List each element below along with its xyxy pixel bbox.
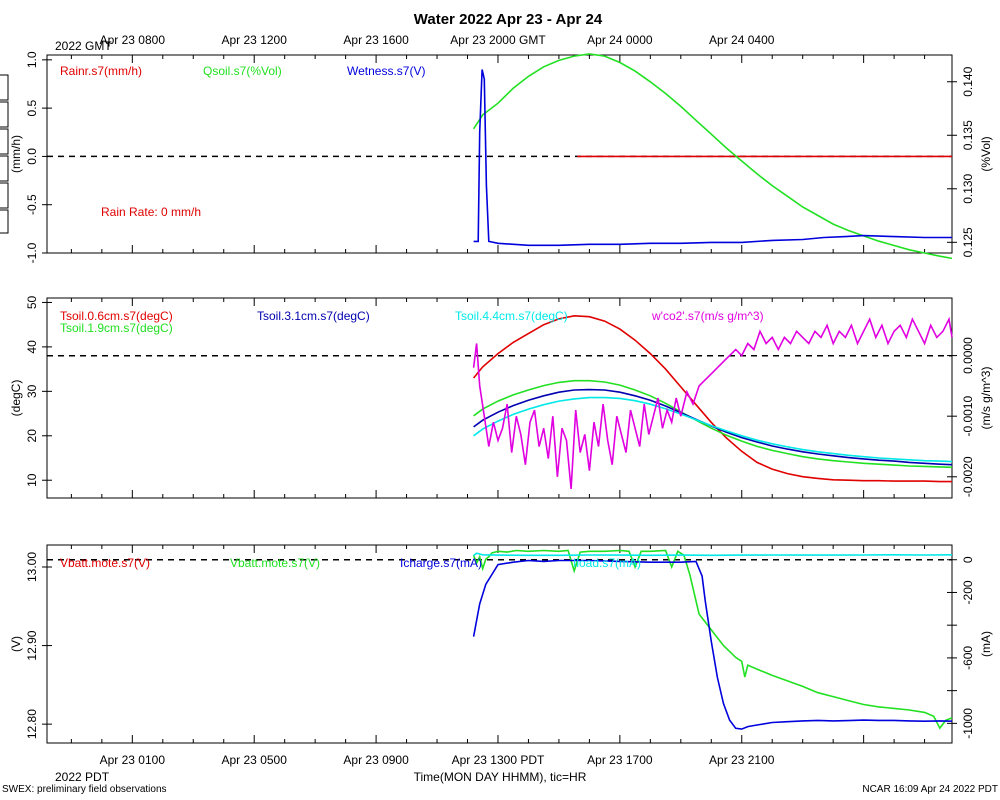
y-right-axis-label: (mA) <box>979 631 993 657</box>
legend-entry: Icharge.s7(mA) <box>400 556 482 570</box>
series-line-1-3 <box>473 69 952 247</box>
y-right-tick-label: 0.125 <box>961 227 975 257</box>
y-right-tick-label: 0 <box>961 556 975 563</box>
legend-entry: Tsoil.4.4cm.s7(degC) <box>455 309 568 323</box>
y-left-tick-label: -0.5 <box>25 194 39 215</box>
y-right-tick-label: -0.0010 <box>961 396 975 437</box>
series-line-2-1 <box>472 314 952 483</box>
pdt-tick-label: Apr 23 0500 <box>222 753 288 767</box>
y-left-axis-label: (mm/h) <box>9 135 23 173</box>
y-right-tick-label: 0.135 <box>961 120 975 150</box>
gmt-tick-label: Apr 23 0800 <box>100 33 166 47</box>
side-bracket <box>0 101 9 128</box>
plot-frame <box>46 544 953 744</box>
series-line-2-5 <box>472 316 953 489</box>
legend-entry: Wetness.s7(V) <box>347 64 425 78</box>
gmt-tick-label: Apr 24 0000 <box>587 33 653 47</box>
pdt-tick-label: Apr 23 0900 <box>343 753 409 767</box>
gmt-tick-label: Apr 23 2000 GMT <box>450 33 546 47</box>
footer-left: SWEX: preliminary field observations <box>2 784 167 795</box>
panel-2: 50 40 30 20 10 0.0000 -0.0010 -0.0020 (degC) (m/s… <box>9 295 993 499</box>
side-bracket <box>0 128 9 155</box>
legend-entry: Rainr.s7(mm/h) <box>60 64 142 78</box>
rain-rate-annotation: Rain Rate: 0 mm/h <box>101 205 201 219</box>
series-line-1-2 <box>472 53 953 260</box>
side-bracket <box>0 209 9 234</box>
legend-entry: Tsoil.0.6cm.s7(degC) <box>60 309 173 323</box>
plot-frame <box>46 297 953 499</box>
side-bracket <box>0 155 9 182</box>
series-line-2-2 <box>473 379 953 469</box>
gmt-tick-label: Apr 24 0400 <box>709 33 775 47</box>
y-left-tick-label: 40 <box>25 340 39 354</box>
y-right-tick-label: 0.140 <box>961 66 975 96</box>
series-line-2-4 <box>473 396 953 463</box>
y-right-axis-label: (m/s g/m^3) <box>979 367 993 430</box>
legend-entry: Iload.s7(mA) <box>573 556 641 570</box>
pdt-date-label: 2022 PDT <box>55 770 110 784</box>
panel-1: 1.0 0.5 0.0 -0.5 -1.0 0.140 0.135 0.130 0.125 (mm… <box>9 33 993 263</box>
y-right-tick-label: -200 <box>961 580 975 604</box>
y-left-tick-label: 1.0 <box>25 51 39 68</box>
pdt-tick-label: Apr 23 0100 <box>100 753 166 767</box>
side-bracket <box>0 182 9 209</box>
gmt-date-label: 2022 GMT <box>55 39 112 53</box>
legend-entry: w'co2'.s7(m/s g/m^3) <box>651 309 764 323</box>
y-right-tick-label: 0.0000 <box>961 337 975 374</box>
y-right-tick-label: -0.0020 <box>961 456 975 497</box>
pdt-tick-label: Apr 23 1700 <box>587 753 653 767</box>
pdt-tick-label: Apr 23 1300 PDT <box>452 753 545 767</box>
legend-entry: Vbatt.mote.s7(V) <box>230 556 320 570</box>
y-left-tick-label: 30 <box>25 384 39 398</box>
pdt-tick-label: Apr 23 2100 <box>709 753 775 767</box>
legend-entry: Tsoil.3.1cm.s7(degC) <box>257 309 370 323</box>
x-axis-label: Time(MON DAY HHMM), tic=HR <box>414 770 587 784</box>
y-left-tick-label: 50 <box>25 295 39 309</box>
y-left-tick-label: -1.0 <box>25 242 39 263</box>
legend-entry: Vbatt.mote.s7(V) <box>60 556 150 570</box>
left-side-brackets <box>0 74 9 234</box>
side-bracket <box>0 74 9 101</box>
y-right-tick-label: 0.130 <box>961 173 975 203</box>
plot-frame <box>46 54 953 254</box>
y-left-tick-label: 0.5 <box>25 99 39 116</box>
y-left-tick-label: 20 <box>25 429 39 443</box>
y-left-axis-label: (degC) <box>9 380 23 417</box>
y-right-tick-label: -600 <box>961 646 975 670</box>
panels: 1.0 0.5 0.0 -0.5 -1.0 0.140 0.135 0.130 0.125 (mm… <box>0 33 993 767</box>
gmt-tick-label: Apr 23 1200 <box>222 33 288 47</box>
y-left-tick-label: 12.90 <box>25 630 39 660</box>
y-right-tick-label: -1000 <box>961 708 975 739</box>
panel-3: 13.00 12.90 12.80 0 -200 -600 -1000 (V) (mA) Vbat… <box>9 544 993 767</box>
series-line-3-3 <box>472 559 953 730</box>
y-left-tick-label: 12.80 <box>25 709 39 739</box>
legend-entry: Qsoil.s7(%Vol) <box>203 64 282 78</box>
series-line-3-4 <box>473 552 953 557</box>
footer-right: NCAR 16:09 Apr 24 2022 PDT <box>862 784 998 795</box>
y-left-axis-label: (V) <box>9 636 23 652</box>
y-left-tick-label: 13.00 <box>25 552 39 582</box>
y-right-axis-label: (%Vol) <box>979 136 993 171</box>
gmt-tick-label: Apr 23 1600 <box>343 33 409 47</box>
legend-entry: Tsoil.1.9cm.s7(degC) <box>60 321 173 335</box>
chart-title: Water 2022 Apr 23 - Apr 24 <box>414 11 603 28</box>
series-line-3-2 <box>472 549 953 730</box>
y-left-tick-label: 10 <box>25 473 39 487</box>
y-left-tick-label: 0.0 <box>25 148 39 165</box>
